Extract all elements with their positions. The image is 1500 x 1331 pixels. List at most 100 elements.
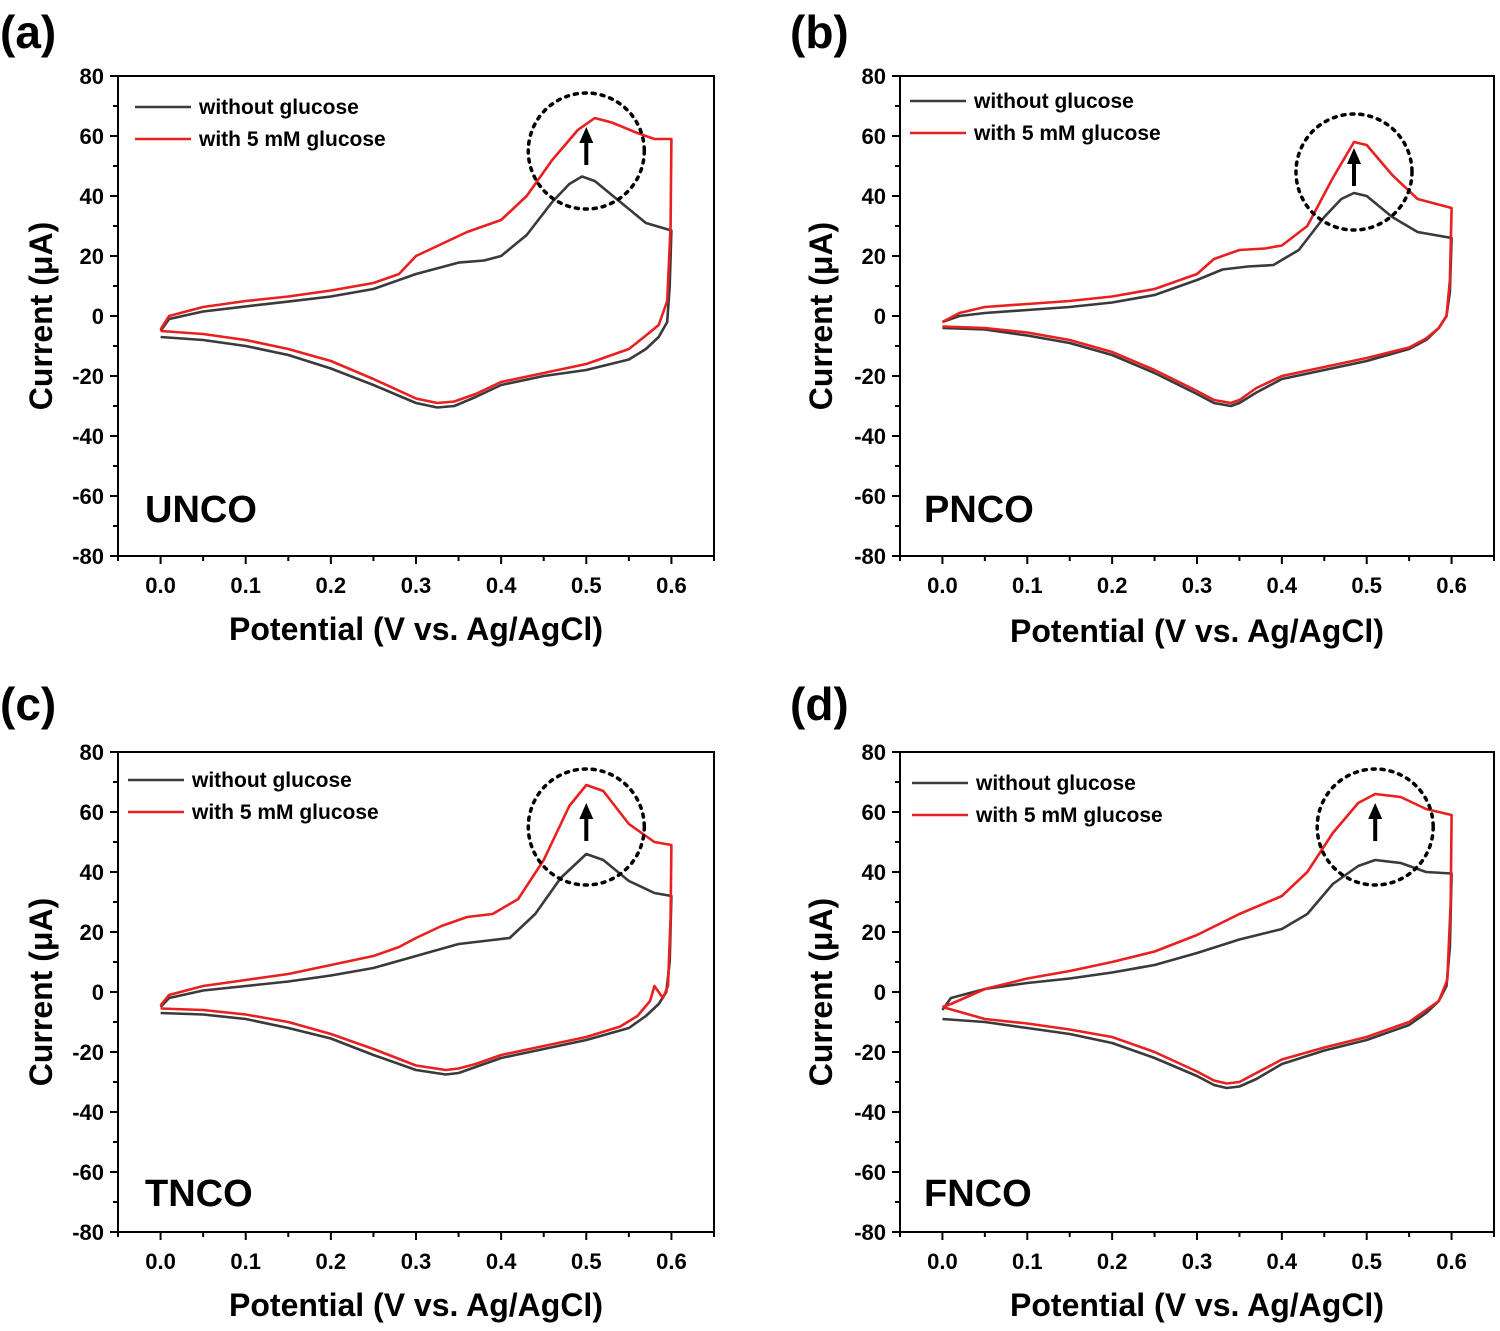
chart-panel-d: (d) -80 -60 -40 -20 0 20 40 60 80 0.0 0.1 0.2 0.3 0.4 0… [790, 678, 1495, 1323]
cv-curve-with-glucose [159, 116, 673, 405]
y-tick-label: -60 [72, 484, 104, 509]
legend-label: with 5 mM glucose [191, 801, 379, 824]
cv-curve-without-glucose [941, 191, 1453, 408]
y-tick-label: 40 [80, 184, 104, 209]
cv-curve-without-glucose [159, 852, 673, 1076]
arrow-head [1368, 803, 1383, 819]
y-tick-label: 0 [874, 304, 886, 329]
highlight-circle [1294, 112, 1414, 232]
up-arrow-icon [579, 803, 594, 841]
x-tick-label: 0.2 [316, 573, 347, 598]
y-tick-label: 0 [874, 980, 886, 1005]
legend-label: without glucose [191, 769, 352, 792]
x-tick-label: 0.6 [656, 1249, 687, 1274]
x-tick-label: 0.1 [230, 573, 261, 598]
arrow-head [579, 127, 594, 143]
y-tick-label: 0 [92, 980, 104, 1005]
y-tick-label: -40 [72, 1100, 104, 1125]
arrow-head [579, 803, 594, 819]
cv-curve-without-glucose [941, 858, 1453, 1090]
y-tick-label: -80 [854, 1220, 886, 1245]
sample-label: UNCO [145, 489, 257, 531]
x-tick-label: 0.3 [1182, 573, 1213, 598]
y-tick-label: 60 [80, 800, 104, 825]
highlight-circle [526, 91, 647, 211]
y-tick-label: -40 [854, 424, 886, 449]
panel-letter: (d) [790, 678, 849, 730]
x-tick-label: 0.4 [1267, 573, 1298, 598]
y-tick-label: 40 [862, 860, 886, 885]
x-tick-label: 0.0 [145, 573, 176, 598]
legend-label: without glucose [198, 96, 359, 119]
x-tick-label: 0.4 [486, 573, 517, 598]
x-tick-label: 0.6 [1436, 1249, 1467, 1274]
legend-label: with 5 mM glucose [973, 122, 1161, 145]
x-tick-label: 0.5 [1351, 1249, 1382, 1274]
x-tick-label: 0.0 [927, 1249, 958, 1274]
y-tick-label: -20 [72, 364, 104, 389]
y-tick-label: 20 [80, 920, 104, 945]
x-tick-label: 0.3 [401, 573, 432, 598]
x-axis-label: Potential (V vs. Ag/AgCl) [1010, 613, 1384, 649]
y-tick-label: -80 [854, 544, 886, 569]
y-tick-label: 60 [862, 124, 886, 149]
y-tick-label: 40 [80, 860, 104, 885]
y-tick-label: 80 [862, 64, 886, 89]
x-tick-label: 0.2 [1097, 1249, 1128, 1274]
x-tick-label: 0.4 [1267, 1249, 1298, 1274]
sample-label: FNCO [924, 1173, 1032, 1215]
plot-frame [899, 75, 1495, 557]
legend-label: with 5 mM glucose [975, 804, 1163, 827]
x-axis-label: Potential (V vs. Ag/AgCl) [229, 1287, 603, 1323]
y-tick-label: -60 [72, 1160, 104, 1185]
y-tick-label: 80 [862, 740, 886, 765]
panel-letter: (a) [0, 6, 56, 58]
y-tick-label: -20 [854, 1040, 886, 1065]
y-axis-label: Current (μA) [803, 222, 839, 410]
highlight-circle [1315, 767, 1435, 887]
plot-frame [117, 751, 715, 1233]
y-axis-label: Current (μA) [23, 222, 59, 410]
x-tick-label: 0.1 [1012, 1249, 1043, 1274]
up-arrow-icon [579, 127, 594, 165]
x-tick-label: 0.2 [316, 1249, 347, 1274]
y-tick-label: -80 [72, 544, 104, 569]
y-tick-label: 20 [862, 244, 886, 269]
chart-panel-c: (c) -80 -60 -40 -20 0 20 40 60 80 0.0 0.1 0.2 0.3 0.4 0… [0, 678, 715, 1323]
x-axis-label: Potential (V vs. Ag/AgCl) [229, 611, 603, 647]
sample-label: TNCO [145, 1173, 253, 1215]
arrow-head [1346, 148, 1361, 164]
y-axis-label: Current (μA) [23, 898, 59, 1086]
y-tick-label: -80 [72, 1220, 104, 1245]
panel-letter: (b) [790, 6, 849, 58]
y-tick-label: -60 [854, 484, 886, 509]
sample-label: PNCO [924, 489, 1034, 531]
y-tick-label: 40 [862, 184, 886, 209]
y-tick-label: -20 [72, 1040, 104, 1065]
y-tick-label: 60 [80, 124, 104, 149]
y-tick-label: 20 [862, 920, 886, 945]
y-tick-label: 0 [92, 304, 104, 329]
chart-panel-b: (b) -80 -60 -40 -20 0 20 40 60 80 0.0 0.1 0.2 0.3 0.4 0… [790, 6, 1495, 649]
up-arrow-icon [1346, 148, 1361, 186]
x-tick-label: 0.5 [571, 1249, 602, 1274]
y-tick-label: 80 [80, 740, 104, 765]
y-tick-label: -20 [854, 364, 886, 389]
cv-curve-with-glucose [941, 140, 1453, 405]
x-tick-label: 0.2 [1097, 573, 1128, 598]
x-axis-label: Potential (V vs. Ag/AgCl) [1010, 1287, 1384, 1323]
cv-curve-with-glucose [159, 783, 673, 1072]
y-tick-label: 60 [862, 800, 886, 825]
y-tick-label: 20 [80, 244, 104, 269]
x-tick-label: 0.1 [1012, 573, 1043, 598]
cv-curve-with-glucose [941, 792, 1453, 1085]
legend-label: without glucose [975, 772, 1136, 795]
x-tick-label: 0.6 [656, 573, 687, 598]
x-tick-label: 0.6 [1436, 573, 1467, 598]
x-tick-label: 0.3 [1182, 1249, 1213, 1274]
x-tick-label: 0.4 [486, 1249, 517, 1274]
cv-curve-without-glucose [159, 175, 673, 409]
up-arrow-icon [1368, 803, 1383, 841]
highlight-circle [526, 767, 647, 887]
y-tick-label: -60 [854, 1160, 886, 1185]
